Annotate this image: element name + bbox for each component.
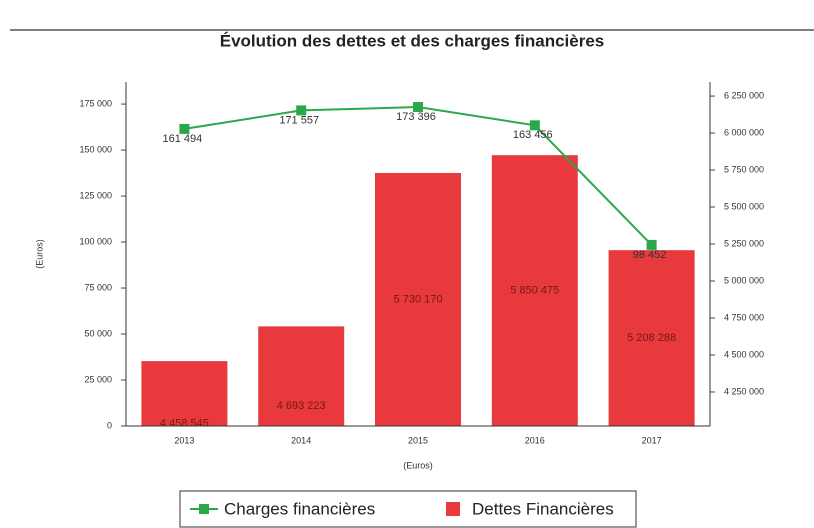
y-tick-label: 75 000 (84, 282, 112, 292)
x-tick-label: 2014 (291, 435, 311, 445)
bar-value-label: 4 458 545 (160, 417, 209, 429)
legend-box (179, 490, 637, 528)
x-tick-label: 2016 (525, 435, 545, 445)
legend-label: Charges financières (224, 499, 375, 518)
legend-label: Dettes Financières (472, 499, 614, 518)
y-tick-label: 25 000 (84, 374, 112, 384)
legend-marker (199, 504, 209, 514)
y-tick-label: 125 000 (79, 190, 112, 200)
bar (491, 155, 578, 426)
bar (375, 172, 461, 426)
y2-tick-label: 5 000 000 (724, 275, 764, 285)
line-value-label: 161 494 (163, 133, 203, 145)
y2-tick-label: 5 500 000 (724, 201, 764, 211)
x-axis-label: (Euros) (403, 460, 433, 470)
y2-tick-label: 5 750 000 (724, 164, 764, 174)
y2-tick-label: 4 250 000 (724, 386, 764, 396)
line-marker (296, 105, 307, 116)
bar (608, 250, 695, 426)
y-axis-label: (Euros) (34, 239, 44, 269)
line-marker (413, 102, 423, 113)
y-tick-label: 175 000 (79, 98, 112, 108)
bar-value-label: 5 208 288 (627, 332, 676, 344)
y2-tick-label: 5 250 000 (724, 238, 764, 248)
bar-value-label: 4 693 223 (277, 400, 326, 412)
line-marker (179, 123, 190, 134)
bar (141, 361, 228, 426)
line-value-label: 171 557 (279, 114, 319, 126)
line-marker (646, 239, 657, 250)
y2-tick-label: 6 250 000 (724, 90, 764, 100)
x-tick-label: 2015 (408, 435, 428, 445)
x-tick-label: 2017 (642, 435, 662, 445)
y2-tick-label: 6 000 000 (724, 127, 764, 137)
x-tick-label: 2013 (174, 435, 194, 445)
y-tick-label: 50 000 (84, 328, 112, 338)
line-value-label: 173 396 (396, 111, 436, 123)
legend-swatch (446, 502, 460, 516)
y-tick-label: 150 000 (79, 144, 112, 154)
chart-title: Évolution des dettes et des charges fina… (220, 31, 605, 50)
line-marker (529, 120, 540, 131)
y-tick-label: 100 000 (79, 236, 112, 246)
bar-value-label: 5 730 170 (394, 293, 443, 305)
line-value-label: 98 452 (633, 249, 667, 261)
bar (258, 326, 345, 426)
line-value-label: 163 456 (513, 129, 553, 141)
y2-tick-label: 4 500 000 (724, 349, 764, 359)
y2-tick-label: 4 750 000 (724, 312, 764, 322)
y-tick-label: 0 (107, 420, 112, 430)
bar-value-label: 5 850 475 (510, 284, 559, 296)
